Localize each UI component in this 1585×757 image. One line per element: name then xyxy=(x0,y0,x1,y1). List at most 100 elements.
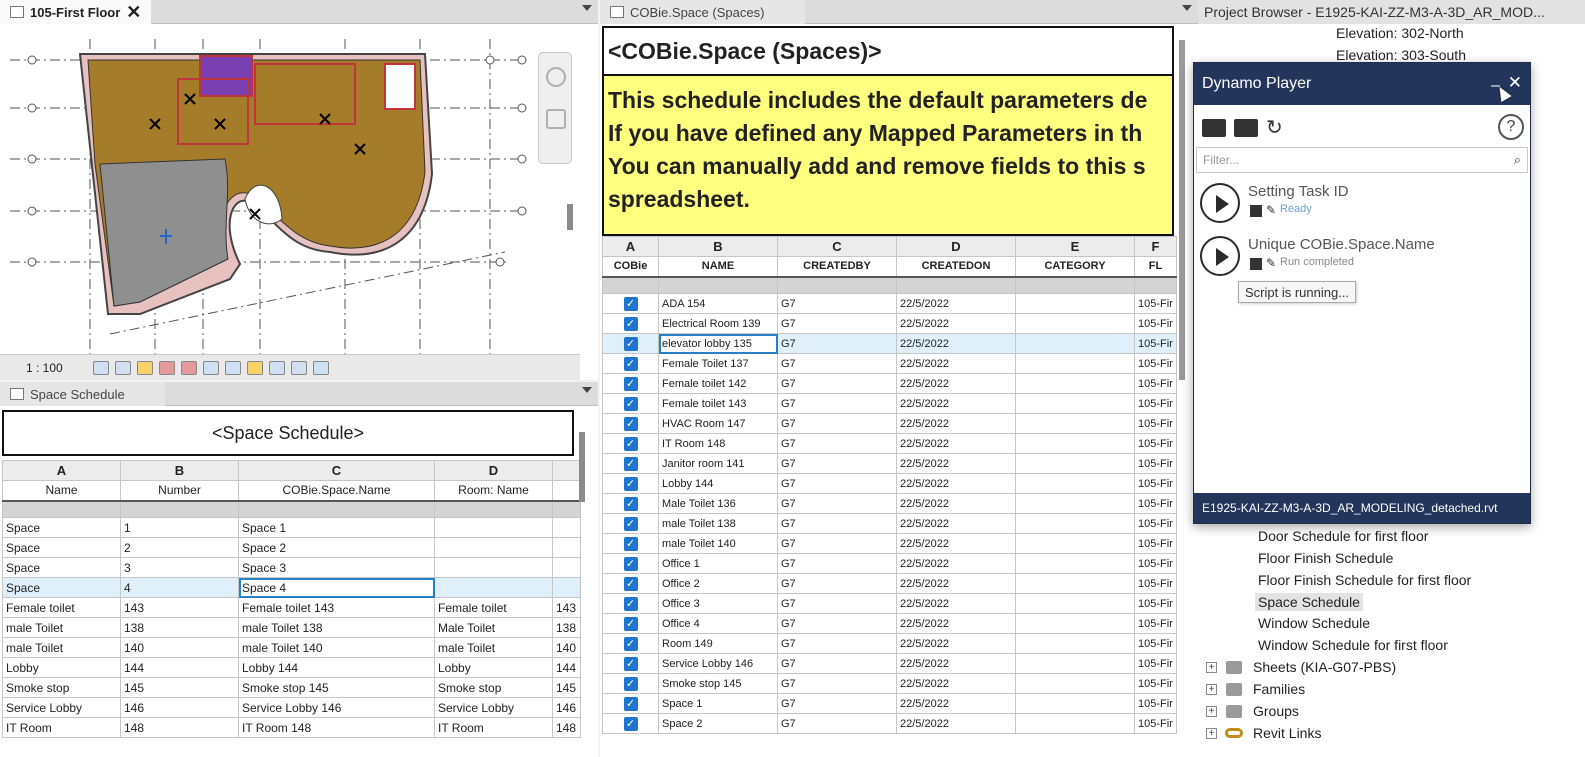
search-icon[interactable]: ⌕ xyxy=(1513,152,1521,167)
column-header[interactable]: Room: Name xyxy=(434,480,553,502)
column-header[interactable]: FL xyxy=(1134,256,1177,278)
table-cell[interactable]: 140 xyxy=(120,637,239,658)
table-cell[interactable]: 105-Fir xyxy=(1134,553,1177,574)
cobie-checkbox-cell[interactable]: ✓ xyxy=(602,513,659,534)
table-cell[interactable]: G7 xyxy=(777,713,897,734)
table-cell[interactable]: Space 1 xyxy=(238,517,435,538)
expand-icon[interactable]: + xyxy=(1206,728,1217,739)
filter-input[interactable]: Filter... ⌕ xyxy=(1196,147,1528,173)
column-letter[interactable]: C xyxy=(777,236,897,257)
table-cell[interactable]: Female toilet 143 xyxy=(658,393,778,414)
table-cell[interactable]: Space xyxy=(2,557,121,578)
cobie-checkbox[interactable]: ✓ xyxy=(623,456,638,471)
table-cell[interactable]: male Toilet 140 xyxy=(238,637,435,658)
column-letter[interactable]: A xyxy=(602,236,659,257)
column-header[interactable]: COBie.Space.Name xyxy=(238,480,435,502)
table-cell[interactable]: 22/5/2022 xyxy=(896,573,1016,594)
column-header[interactable]: COBie xyxy=(602,256,659,278)
table-cell[interactable]: elevator lobby 135 xyxy=(658,333,778,354)
table-cell[interactable]: 22/5/2022 xyxy=(896,673,1016,694)
table-cell[interactable]: G7 xyxy=(777,493,897,514)
cobie-checkbox[interactable]: ✓ xyxy=(623,576,638,591)
table-cell[interactable]: Male Toilet xyxy=(434,617,553,638)
table-cell[interactable]: Lobby 144 xyxy=(238,657,435,678)
table-cell[interactable]: Electrical Room 139 xyxy=(658,313,778,334)
cobie-checkbox[interactable]: ✓ xyxy=(623,556,638,571)
table-cell[interactable] xyxy=(1015,493,1135,514)
schedule-vertical-scrollbar[interactable] xyxy=(578,412,586,752)
highlight-displacement-icon[interactable] xyxy=(290,360,307,375)
table-cell[interactable]: 22/5/2022 xyxy=(896,693,1016,714)
analytical-model-icon[interactable] xyxy=(268,360,285,375)
table-cell[interactable]: male Toilet xyxy=(2,637,121,658)
table-cell[interactable]: 146 xyxy=(120,697,239,718)
table-cell[interactable]: Office 4 xyxy=(658,613,778,634)
table-cell[interactable]: 148 xyxy=(552,717,581,738)
table-cell[interactable] xyxy=(434,537,553,558)
table-cell[interactable]: Space xyxy=(2,537,121,558)
column-letter[interactable]: E xyxy=(1015,236,1135,257)
table-cell[interactable] xyxy=(1015,373,1135,394)
table-cell[interactable]: 143 xyxy=(552,597,581,618)
table-cell[interactable]: 138 xyxy=(120,617,239,638)
cobie-schedule-table[interactable]: A B C D E F COBie NAME CREATEDBY CREATEDON CATEGOR… xyxy=(602,236,1177,734)
table-cell[interactable]: Lobby xyxy=(434,657,553,678)
cobie-checkbox-cell[interactable]: ✓ xyxy=(602,613,659,634)
table-cell[interactable]: Office 3 xyxy=(658,593,778,614)
space-schedule-table[interactable]: A B C D Name Number COBie.Space.Name Room: Name… xyxy=(2,460,581,738)
table-cell[interactable]: 144 xyxy=(120,657,239,678)
table-cell[interactable]: Room 149 xyxy=(658,633,778,654)
table-cell[interactable]: 140 xyxy=(552,637,581,658)
cobie-checkbox[interactable]: ✓ xyxy=(623,396,638,411)
table-cell[interactable]: Space 2 xyxy=(238,537,435,558)
table-cell[interactable] xyxy=(1015,613,1135,634)
table-cell[interactable]: G7 xyxy=(777,513,897,534)
cobie-checkbox-cell[interactable]: ✓ xyxy=(602,533,659,554)
open-folder-icon[interactable] xyxy=(1202,119,1226,137)
cobie-checkbox[interactable]: ✓ xyxy=(623,416,638,431)
table-cell[interactable]: 105-Fir xyxy=(1134,593,1177,614)
table-cell[interactable]: 4 xyxy=(120,577,239,598)
cobie-checkbox-cell[interactable]: ✓ xyxy=(602,393,659,414)
table-cell[interactable]: Space xyxy=(2,517,121,538)
table-cell[interactable]: 105-Fir xyxy=(1134,353,1177,374)
column-header[interactable]: CREATEDON xyxy=(896,256,1016,278)
table-cell[interactable]: 105-Fir xyxy=(1134,493,1177,514)
table-cell[interactable] xyxy=(1015,673,1135,694)
column-header[interactable]: NAME xyxy=(658,256,778,278)
cobie-checkbox-cell[interactable]: ✓ xyxy=(602,673,659,694)
table-cell[interactable]: 22/5/2022 xyxy=(896,473,1016,494)
table-cell[interactable]: Smoke stop 145 xyxy=(238,677,435,698)
table-cell[interactable]: 3 xyxy=(120,557,239,578)
table-cell[interactable] xyxy=(1015,633,1135,654)
table-cell[interactable]: 145 xyxy=(120,677,239,698)
expand-icon[interactable]: + xyxy=(1206,662,1217,673)
script-item[interactable]: Unique COBie.Space.Name ✎ Run completed xyxy=(1200,236,1520,280)
cobie-checkbox-cell[interactable]: ✓ xyxy=(602,473,659,494)
table-cell[interactable]: 105-Fir xyxy=(1134,413,1177,434)
table-cell[interactable]: G7 xyxy=(777,533,897,554)
table-cell[interactable]: Office 1 xyxy=(658,553,778,574)
table-cell[interactable] xyxy=(552,537,581,558)
column-letter[interactable]: D xyxy=(434,460,553,481)
column-letter[interactable]: A xyxy=(2,460,121,481)
cobie-checkbox[interactable]: ✓ xyxy=(623,596,638,611)
table-cell[interactable]: 105-Fir xyxy=(1134,533,1177,554)
reveal-constraints-icon[interactable] xyxy=(312,360,329,375)
cobie-checkbox-cell[interactable]: ✓ xyxy=(602,453,659,474)
table-cell[interactable]: Service Lobby xyxy=(2,697,121,718)
script-info-icon[interactable] xyxy=(1250,205,1262,217)
table-cell[interactable]: Space 3 xyxy=(238,557,435,578)
table-cell[interactable]: G7 xyxy=(777,693,897,714)
table-cell[interactable]: G7 xyxy=(777,573,897,594)
table-cell[interactable]: 22/5/2022 xyxy=(896,333,1016,354)
tree-item-schedule[interactable]: Floor Finish Schedule for first floor xyxy=(1258,572,1472,588)
cobie-schedule-view[interactable]: COBie.Space (Spaces) <COBie.Space (Space… xyxy=(600,0,1198,757)
table-cell[interactable]: G7 xyxy=(777,293,897,314)
pane-menu-icon[interactable] xyxy=(582,5,592,11)
floor-plan-view[interactable]: 105-First Floor ✕ xyxy=(0,0,598,380)
table-cell[interactable]: 1 xyxy=(120,517,239,538)
table-cell[interactable]: Space 4 xyxy=(238,577,435,598)
table-cell[interactable] xyxy=(1015,333,1135,354)
cobie-checkbox-cell[interactable]: ✓ xyxy=(602,373,659,394)
